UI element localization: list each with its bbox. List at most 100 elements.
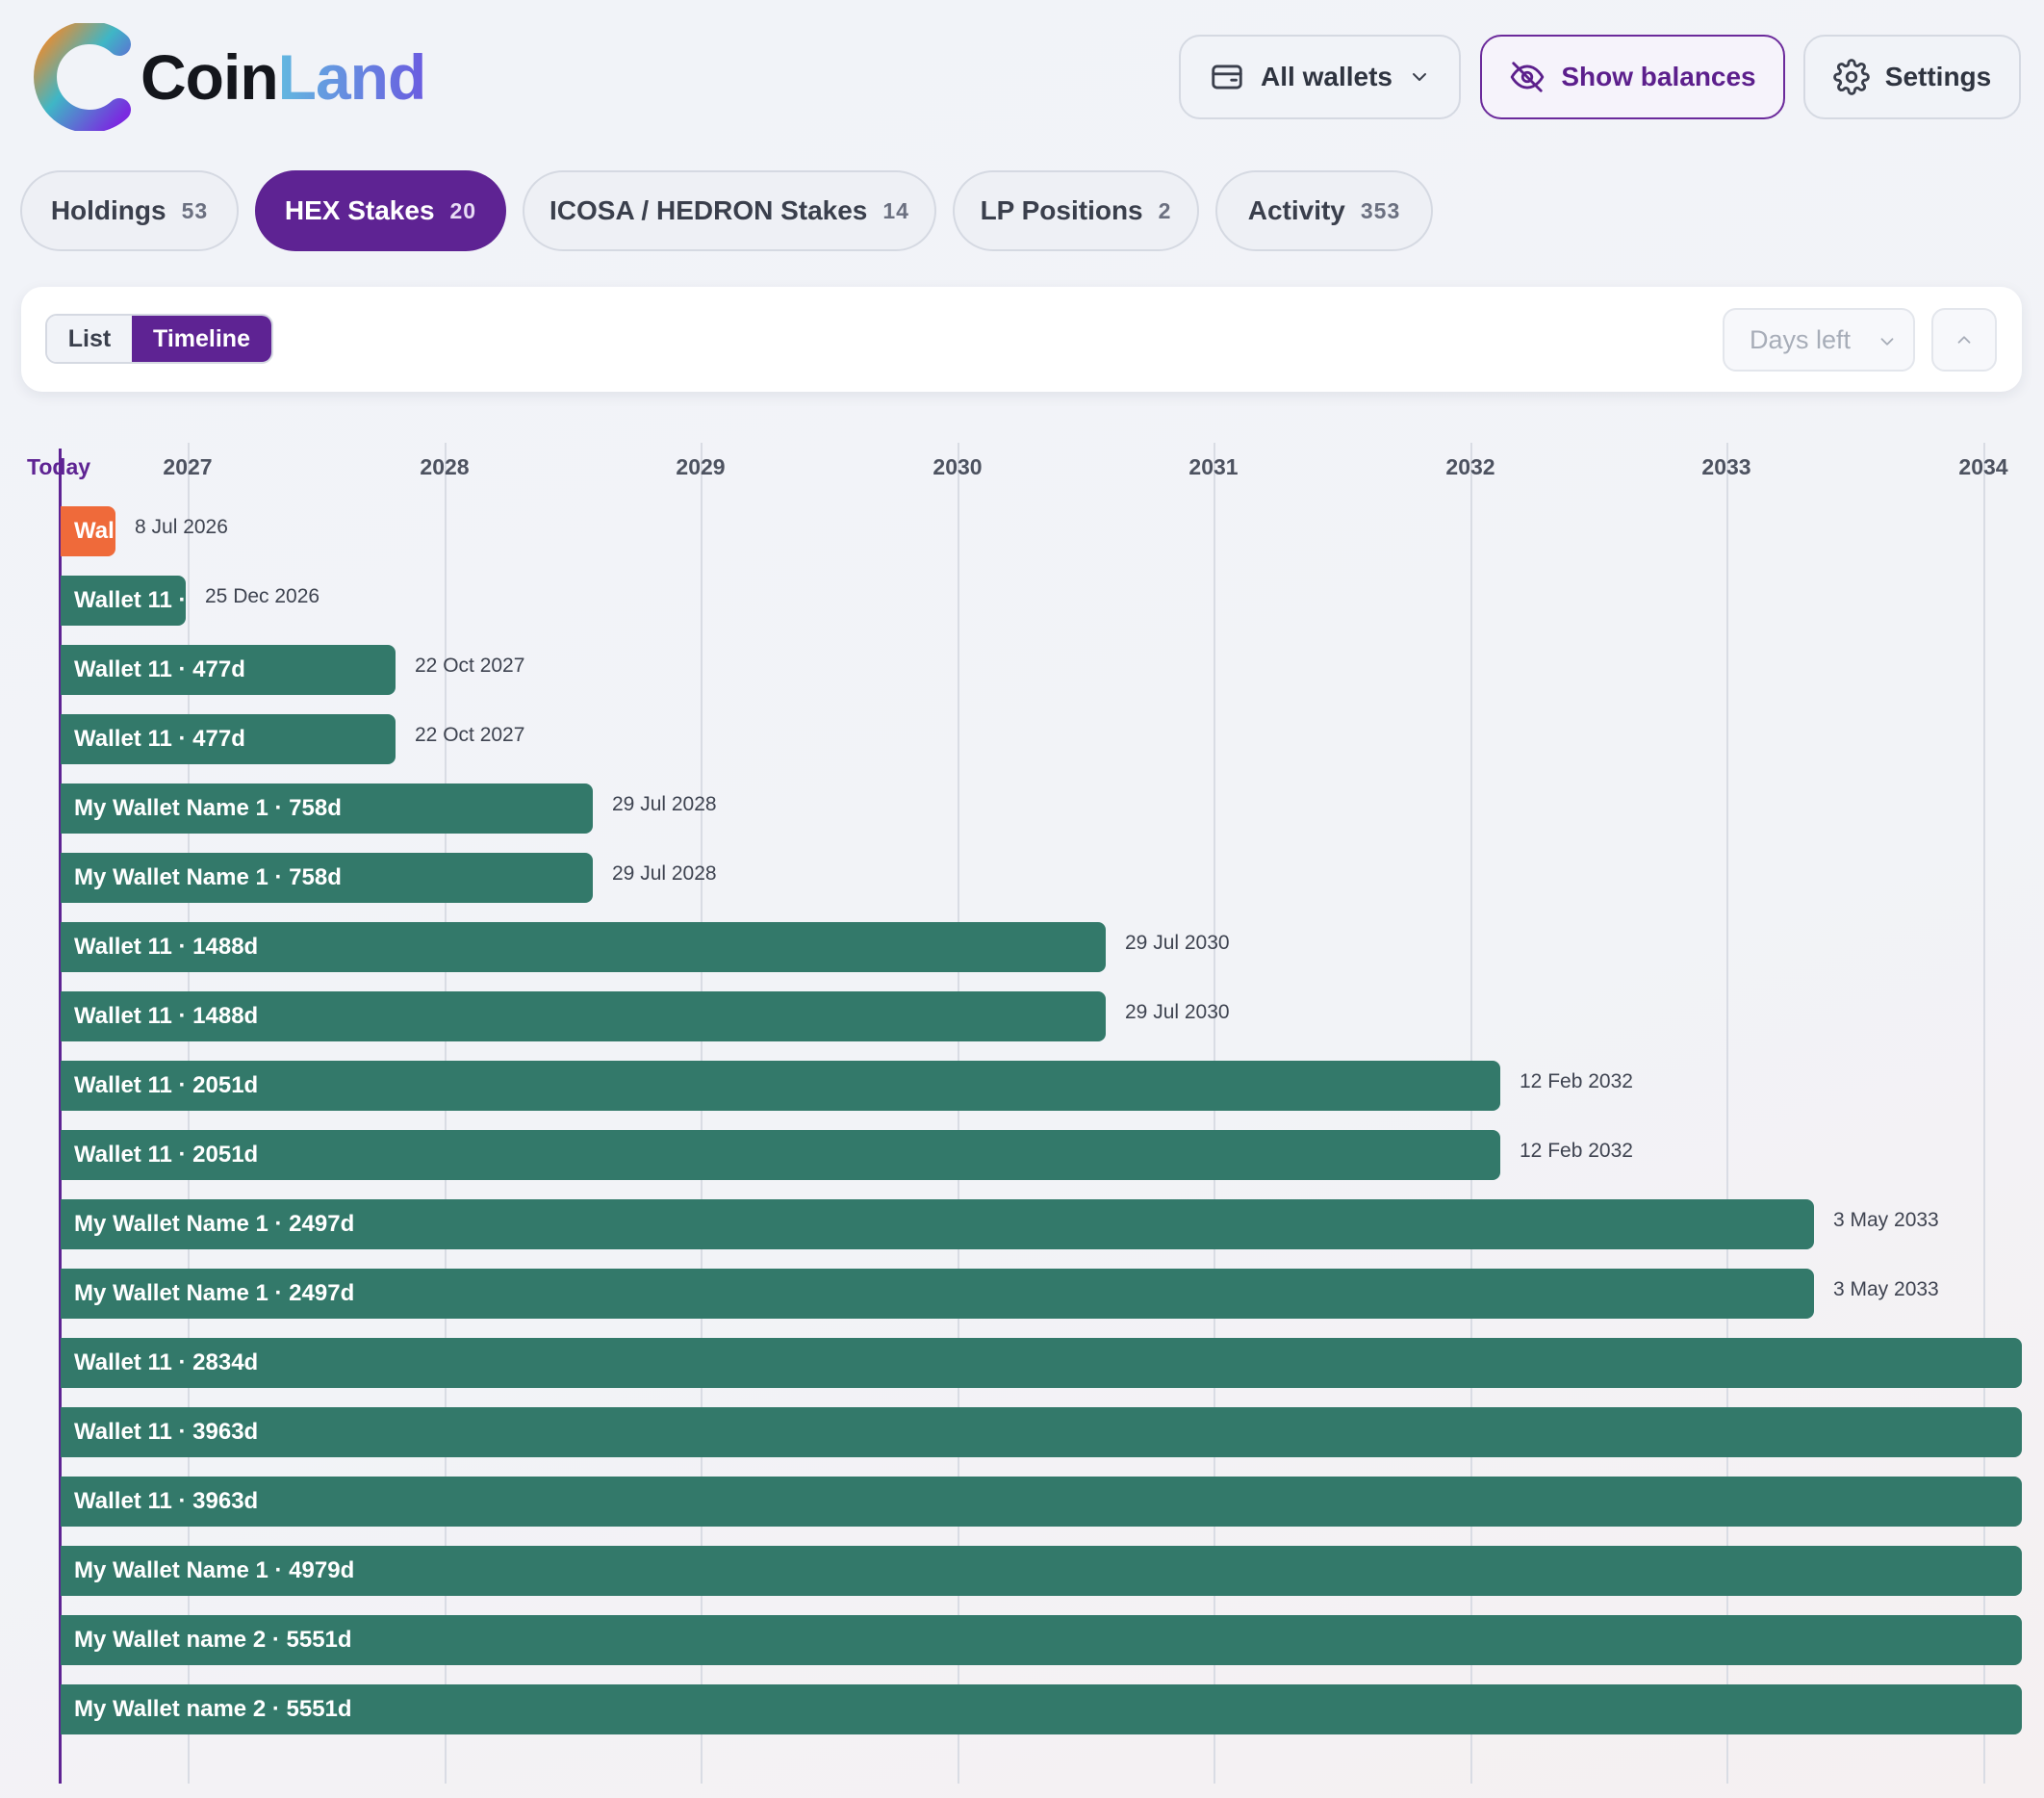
year-gridline [1470,443,1472,1784]
stake-bar[interactable]: Wallet 11 · 2051d [61,1130,1500,1180]
tab-count: 20 [449,197,477,223]
year-label: 2034 [1958,454,2008,479]
stake-bar[interactable]: Wallet 11 · 3963d [61,1407,2022,1457]
coinland-logo-icon [34,23,131,131]
stake-bar-label: My Wallet Name 1 · 2497d [74,1211,355,1237]
tab-hex-stakes[interactable]: HEX Stakes 20 [255,170,506,251]
stake-end-date: 22 Oct 2027 [415,655,525,677]
view-controls-card: List Timeline Days left [21,287,2022,392]
sort-select-value: Days left [1750,324,1852,354]
stake-bar-label: My Wallet Name 1 · 2497d [74,1280,355,1306]
stake-end-date: 22 Oct 2027 [415,724,525,746]
year-gridline [188,443,190,1784]
year-label: 2028 [420,454,470,479]
stakes-timeline: Today 2027 2028 2029 2030 2031 2032 2033 2034 Wa… [0,443,2044,1798]
stake-bar-label: My Wallet Name 1 · 758d [74,795,342,821]
stake-bar[interactable]: My Wallet Name 1 · 2497d [61,1269,1814,1319]
sort-select[interactable]: Days left [1723,308,1915,372]
eye-off-icon [1511,62,1545,92]
year-gridline [1726,443,1728,1784]
gear-icon [1833,59,1870,95]
stake-end-date: 25 Dec 2026 [205,585,320,607]
stake-bar-label: Wallet 11 · 178d [74,587,186,613]
chevron-down-icon [1412,73,1426,81]
stake-bar[interactable]: Wallet 11 · 2051d [61,1061,1500,1111]
timeline-view-button[interactable]: Timeline [132,316,271,362]
year-label: 2031 [1188,454,1239,479]
year-label: 2027 [163,454,213,479]
stake-bar-label: My Wallet name 2 · 5551d [74,1696,352,1722]
stake-bar-label: My Wallet Name 1 · 758d [74,864,342,890]
stake-end-date: 29 Jul 2030 [1125,1001,1230,1023]
stake-bar[interactable]: My Wallet Name 1 · 758d [61,853,593,903]
stake-bar[interactable]: My Wallet Name 1 · 2497d [61,1199,1814,1249]
brand-name-part2: Land [277,41,427,113]
stake-end-date: 29 Jul 2028 [612,862,717,885]
tab-label: HEX Stakes [284,195,435,225]
stake-bar-label: My Wallet name 2 · 5551d [74,1627,352,1653]
chevron-up-icon [1957,336,1971,344]
brand-name: CoinLand [141,45,426,109]
stake-bar[interactable]: Wallet 11 · 2834d [61,1338,2022,1388]
stake-bar-label: Wallet 11 · 3963d [74,1488,259,1514]
sort-direction-button[interactable] [1931,308,1997,372]
list-view-button[interactable]: List [47,316,132,362]
chevron-down-icon [1880,338,1894,346]
year-label: 2033 [1701,454,1751,479]
tab-label: Holdings [50,195,166,225]
tab-count: 353 [1360,197,1401,223]
stake-bar-label: Wallet 11 · 8d [74,518,115,544]
wallet-icon [1212,64,1242,90]
year-gridline [958,443,959,1784]
settings-label: Settings [1884,62,1992,91]
stake-bar[interactable]: My Wallet name 2 · 5551d [61,1615,2022,1665]
coinland-logo[interactable]: CoinLand [31,23,426,131]
stake-end-date: 3 May 2033 [1833,1278,1939,1300]
tab-count: 2 [1158,197,1172,223]
stake-bar[interactable]: Wallet 11 · 477d [61,645,396,695]
show-balances-button[interactable]: Show balances [1480,35,1785,119]
stake-end-date: 8 Jul 2026 [135,516,228,538]
year-gridline [701,443,703,1784]
settings-button[interactable]: Settings [1803,35,2021,119]
year-gridline [445,443,447,1784]
tab-label: ICOSA / HEDRON Stakes [549,195,868,225]
stake-end-date: 12 Feb 2032 [1520,1140,1633,1162]
tab-activity[interactable]: Activity 353 [1215,170,1433,251]
stake-bar[interactable]: My Wallet name 2 · 5551d [61,1684,2022,1734]
year-label: 2030 [933,454,983,479]
stake-bar[interactable]: Wallet 11 · 178d [61,576,186,626]
stake-bar-label: Wallet 11 · 2051d [74,1142,259,1168]
tab-holdings[interactable]: Holdings 53 [20,170,239,251]
stake-bar[interactable]: My Wallet Name 1 · 4979d [61,1546,2022,1596]
stake-bar[interactable]: My Wallet Name 1 · 758d [61,783,593,834]
stake-bar[interactable]: Wallet 11 · 3963d [61,1477,2022,1527]
view-toggle: List Timeline [45,314,273,364]
today-marker [59,449,62,1784]
stake-bar-label: Wallet 11 · 477d [74,656,245,682]
stake-bar[interactable]: Wallet 11 · 8d [61,506,115,556]
stake-bar-label: Wallet 11 · 3963d [74,1419,259,1445]
stake-bar-label: Wallet 11 · 1488d [74,934,259,960]
stake-end-date: 12 Feb 2032 [1520,1070,1633,1092]
all-wallets-dropdown[interactable]: All wallets [1179,35,1461,119]
stake-bar[interactable]: Wallet 11 · 477d [61,714,396,764]
stake-end-date: 29 Jul 2030 [1125,932,1230,954]
stake-bar[interactable]: Wallet 11 · 1488d [61,922,1106,972]
tab-count: 53 [181,197,209,223]
stake-bar[interactable]: Wallet 11 · 1488d [61,991,1106,1041]
tab-count: 14 [882,197,909,223]
stake-bar-label: Wallet 11 · 2834d [74,1349,259,1375]
stake-bar-label: Wallet 11 · 477d [74,726,245,752]
brand-name-part1: Coin [141,41,279,113]
tab-label: LP Positions [980,195,1143,225]
all-wallets-label: All wallets [1261,62,1392,91]
tab-icosa-hedron-stakes[interactable]: ICOSA / HEDRON Stakes 14 [523,170,936,251]
stake-end-date: 29 Jul 2028 [612,793,717,815]
stake-end-date: 3 May 2033 [1833,1209,1939,1231]
stake-bar-label: Wallet 11 · 1488d [74,1003,259,1029]
tab-lp-positions[interactable]: LP Positions 2 [953,170,1199,251]
year-label: 2032 [1445,454,1495,479]
tab-label: Activity [1247,195,1345,225]
year-gridline [1214,443,1215,1784]
